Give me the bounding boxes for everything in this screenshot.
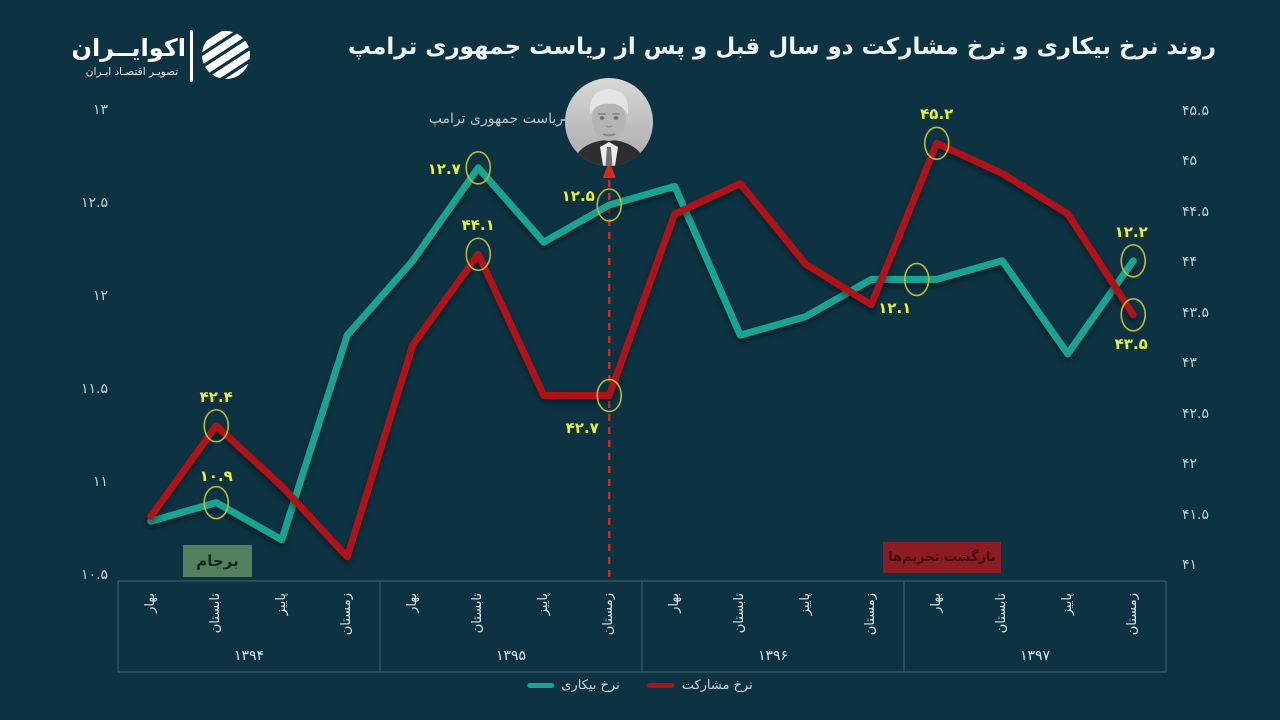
brand-logo-tagline: تصویـر اقتصـاد ایـران [85,66,179,78]
annotation-circle [903,262,930,297]
season-label: پاییز [273,593,289,616]
annotation-circle [596,378,623,413]
right-axis-tick: ۴۱ [1182,557,1198,573]
annotation-circle [1120,297,1147,332]
brand-logo-icon [201,30,251,80]
annotation-circle [923,126,950,161]
season-label: بهار [666,593,682,613]
season-label: بهار [404,593,420,613]
right-axis-tick: ۴۵ [1182,153,1198,170]
series-line-participation [147,139,1137,561]
right-axis-tick: ۴۱.۵ [1182,506,1210,523]
right-axis-tick: ۴۳ [1182,355,1198,372]
season-label: زمستان [339,593,355,636]
annotation-value: ۱۲.۵ [561,187,595,205]
right-axis-tick: ۴۴.۵ [1182,203,1210,220]
legend-item: نرخ مشارکت [647,678,753,693]
right-axis-tick: ۴۳.۵ [1182,304,1210,321]
sanctions-return-badge: بازگشت تحریم‌ها [883,542,1001,573]
annotation-circle [203,485,230,520]
left-axis-tick: ۱۳ [92,102,108,118]
year-label: ۱۳۹۴ [233,648,265,664]
annotation-circle [465,237,492,272]
year-label: ۱۳۹۶ [757,648,789,664]
brand-logo-name: اکوایــران [71,34,186,62]
right-axis-tick: ۴۲ [1182,456,1198,473]
season-label: پاییز [535,593,551,616]
event-label: ریاست جمهوری ترامپ [428,111,563,127]
season-label: تابستان [732,593,748,634]
annotation-circle [465,151,492,185]
season-label: تابستان [994,593,1010,634]
annotation-circle [203,408,230,443]
legend-item: نرخ بیکاری [527,678,620,693]
season-label: زمستان [601,593,617,636]
season-label: زمستان [863,593,879,636]
season-label: تابستان [208,593,224,634]
legend-label: نرخ بیکاری [561,678,620,693]
annotation-value: ۴۵.۲ [920,105,954,124]
series-line-unemployment [147,164,1137,544]
annotation-value: ۱۰.۹ [199,466,233,485]
annotation-value: ۴۳.۵ [1114,334,1148,353]
left-axis-tick: ۱۱ [92,474,108,490]
page-title: روند نرخ بیکاری و نرخ مشارکت دو سال قبل … [347,34,1216,60]
brand-logo-divider [190,30,193,82]
season-label: پاییز [797,593,813,616]
annotation-value: ۴۲.۴ [199,387,233,406]
left-axis-tick: ۱۲.۵ [80,195,108,211]
legend-swatch [647,683,675,688]
season-label: تابستان [470,593,486,634]
right-axis-tick: ۴۵.۵ [1182,103,1210,119]
year-label: ۱۳۹۵ [495,648,527,664]
annotation-value: ۴۲.۷ [565,419,599,438]
chart-legend: نرخ بیکاری نرخ مشارکت [527,678,753,693]
season-label: زمستان [1125,593,1141,636]
year-label: ۱۳۹۷ [1019,648,1051,664]
right-axis-tick: ۴۴ [1182,254,1198,271]
annotation-circle [596,188,623,222]
left-axis-tick: ۱۲ [92,288,108,304]
event-arrow-icon [602,161,616,178]
left-axis-tick: ۱۱.۵ [80,381,108,397]
annotation-circle [1120,243,1147,278]
season-label: پاییز [1059,593,1075,616]
annotation-value: ۱۲.۲ [1114,222,1148,241]
legend-label: نرخ مشارکت [681,678,753,693]
legend-swatch [527,683,555,688]
jcpoa-badge: برجام [183,545,252,577]
annotation-value: ۴۴.۱ [461,216,495,235]
season-label: بهار [928,593,944,613]
season-label: بهار [142,593,158,613]
x-axis-frame [117,580,1167,673]
right-axis-tick: ۴۲.۵ [1182,405,1210,422]
annotation-value: ۱۲.۱ [878,299,912,318]
left-axis-tick: ۱۰.۵ [80,567,108,583]
trump-portrait-photo [565,78,653,166]
annotation-value: ۱۲.۷ [427,159,461,178]
